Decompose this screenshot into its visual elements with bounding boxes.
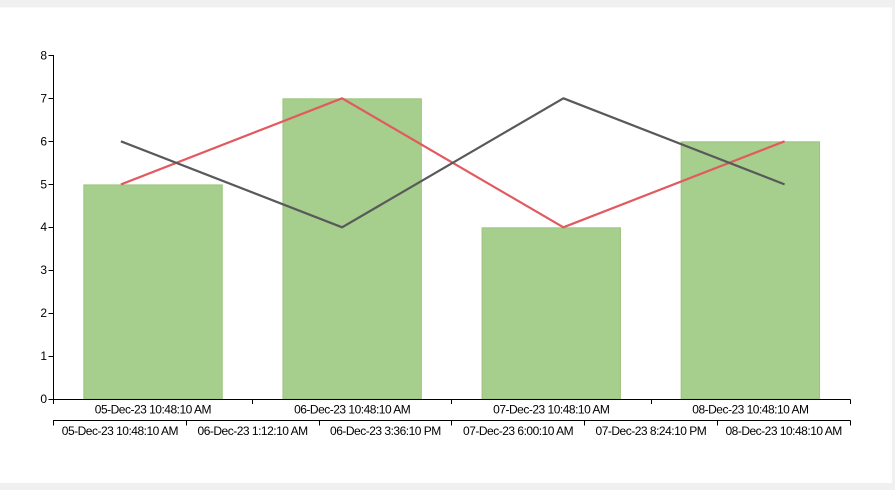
svg-text:06-Dec-23 1:12:10 AM: 06-Dec-23 1:12:10 AM: [198, 424, 309, 438]
svg-text:07-Dec-23 8:24:10 PM: 07-Dec-23 8:24:10 PM: [596, 424, 707, 438]
svg-text:7: 7: [40, 91, 47, 105]
svg-text:8: 8: [40, 49, 47, 63]
svg-text:5: 5: [40, 177, 47, 191]
svg-text:08-Dec-23 10:48:10 AM: 08-Dec-23 10:48:10 AM: [692, 403, 809, 417]
svg-text:08-Dec-23 10:48:10 AM: 08-Dec-23 10:48:10 AM: [725, 424, 842, 438]
svg-text:05-Dec-23 10:48:10 AM: 05-Dec-23 10:48:10 AM: [95, 403, 212, 417]
svg-text:06-Dec-23 10:48:10 AM: 06-Dec-23 10:48:10 AM: [294, 403, 411, 417]
svg-text:3: 3: [40, 263, 47, 277]
svg-text:6: 6: [40, 134, 47, 148]
svg-text:2: 2: [40, 306, 47, 320]
svg-text:07-Dec-23 6:00:10 AM: 07-Dec-23 6:00:10 AM: [463, 424, 574, 438]
svg-text:06-Dec-23 3:36:10 PM: 06-Dec-23 3:36:10 PM: [330, 424, 441, 438]
svg-text:1: 1: [40, 349, 47, 363]
svg-text:4: 4: [40, 220, 47, 234]
svg-text:07-Dec-23 10:48:10 AM: 07-Dec-23 10:48:10 AM: [493, 403, 610, 417]
svg-text:05-Dec-23 10:48:10 AM: 05-Dec-23 10:48:10 AM: [62, 424, 179, 438]
svg-text:0: 0: [40, 392, 47, 406]
